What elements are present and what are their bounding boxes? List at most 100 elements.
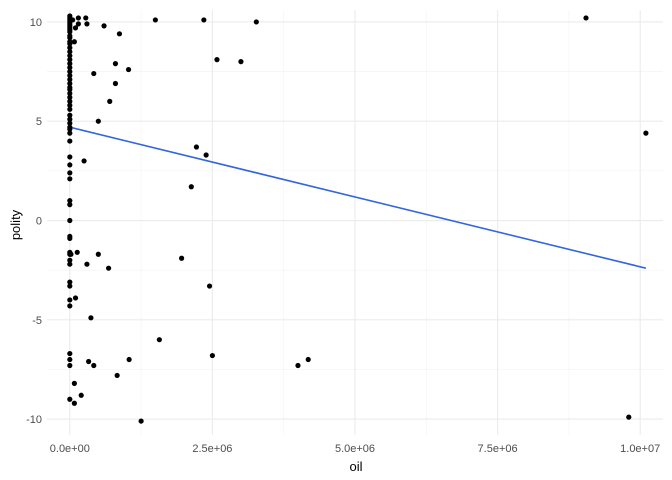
data-point [72,25,79,31]
data-point [67,257,73,263]
data-point [84,261,90,267]
x-axis-title: oil [349,459,362,474]
data-point [95,251,101,257]
data-point [626,414,632,420]
data-point [67,72,73,79]
data-point [88,315,94,321]
data-point [305,356,311,363]
data-point [67,35,73,41]
data-point [71,380,77,386]
data-point [67,303,73,309]
data-point [67,362,73,369]
data-point [188,184,194,190]
data-point [114,372,120,379]
data-point [101,23,107,29]
data-point [179,255,185,261]
y-tick-label: 10 [30,17,42,29]
data-point [106,265,112,271]
data-point [75,15,81,21]
data-point [238,59,244,65]
data-point [67,64,73,71]
data-point [67,283,73,289]
grid [47,10,663,435]
data-point [209,352,216,359]
data-point [67,162,73,168]
data-point [206,283,213,289]
data-point [67,112,73,118]
data-point [67,279,73,285]
data-point [67,396,73,402]
data-point [67,106,73,112]
data-point [67,154,73,160]
y-tick-label: -10 [26,414,42,426]
data-point [67,94,73,100]
data-point [193,144,200,150]
x-tick-label: 1.0e+07 [620,443,660,455]
data-point [67,120,73,126]
data-point [67,126,73,132]
data-point [67,98,73,104]
data-point [86,358,92,365]
data-point [112,61,119,67]
data-point [253,19,259,25]
data-point [67,202,73,208]
data-point [67,86,73,93]
data-point [67,90,73,97]
axis-labels: 0.0e+00 2.5e+06 5.0e+06 7.5e+06 1.0e+07 -10 -5… [26,17,660,455]
data-point [67,102,73,108]
x-tick-label: 5.0e+06 [335,443,375,455]
data-point [67,80,73,87]
data-point [67,217,73,224]
data-point [81,158,87,164]
data-point [67,138,73,144]
data-point [126,356,132,363]
data-point [67,61,73,67]
data-point [67,53,73,59]
y-tick-label: 5 [36,116,42,128]
data-point [201,17,207,23]
data-point [91,362,97,369]
data-point [67,76,73,83]
data-point [67,41,73,47]
points-layer [67,13,649,424]
y-tick-label: 0 [36,216,42,228]
data-point [67,57,73,63]
data-point [70,17,76,23]
data-point [67,45,73,51]
data-point [107,98,113,104]
data-point [583,15,589,21]
data-point [112,80,119,87]
data-point [67,198,73,204]
data-point [67,130,73,136]
data-point [67,356,73,363]
x-tick-label: 7.5e+06 [478,443,518,455]
data-point [72,295,79,301]
data-point [125,66,132,73]
data-point [71,39,77,45]
data-point [67,29,73,35]
data-point [152,17,158,23]
data-point [67,297,73,303]
data-point [203,152,209,158]
data-point [71,400,77,406]
data-point [67,68,73,75]
data-point [74,249,80,255]
data-point [67,261,73,267]
fit-line [69,126,647,269]
data-point [68,251,74,257]
fit-line-layer [69,126,647,269]
data-point [84,21,90,27]
y-axis-title: polity [8,209,23,240]
data-point [67,350,73,357]
data-point [91,70,97,77]
data-point [116,31,123,37]
y-tick-label: -5 [32,315,42,327]
x-tick-label: 0.0e+00 [50,443,90,455]
data-point [95,118,101,124]
data-point [83,15,89,21]
data-point [67,49,73,55]
data-point [138,418,144,424]
data-point [67,170,73,176]
data-point [214,57,220,63]
